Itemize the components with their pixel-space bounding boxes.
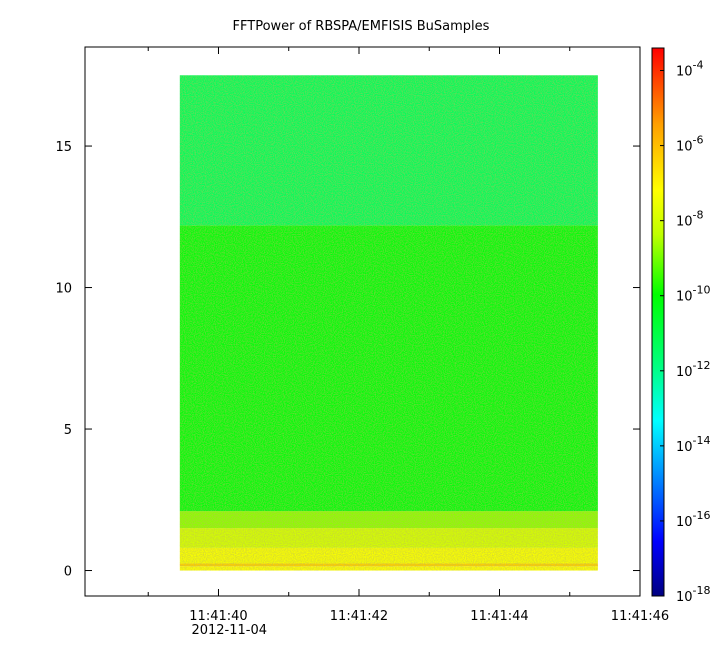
colorbar: 10-4 10-6 10-8 10-10 10-12 10-14 10-16 10-18 [651,47,711,605]
y-tick-label: 15 [55,140,72,155]
colorbar-tick-exponent: -18 [693,584,711,597]
colorbar-tick-exponent: -14 [693,434,711,447]
colorbar-tick-exponent: -6 [693,134,704,147]
colorbar-tick-label: 10-18 [676,584,711,605]
colorbar-tick-label: 10-10 [676,284,711,305]
x-tick-label: 11:41:46 [611,609,669,624]
colorbar-tick-exponent: -12 [693,359,711,372]
colorbar-tick-label: 10-6 [676,134,704,155]
spectrogram-image [179,75,598,571]
colorbar-tick-label: 10-4 [676,59,704,80]
axes: 0 5 10 15 11:41:40 11:41:42 11:41:44 11:41:46 20… [55,46,669,638]
x-tick-label: 11:41:42 [330,609,388,624]
colorbar-tick-label: 10-14 [676,434,711,455]
colorbar-tick-label: 10-16 [676,509,711,530]
plot-area [179,75,598,571]
y-tick-label: 10 [55,282,72,297]
colorbar-tick-exponent: -10 [693,284,711,297]
plot-frame [84,46,641,597]
spectrogram-texture [179,75,598,571]
colorbar-tick-exponent: -16 [693,509,711,522]
x-date-label: 2012-11-04 [191,623,267,638]
y-tick-label: 5 [64,423,72,438]
y-tick-label: 0 [64,565,72,580]
colorbar-tick-label: 10-12 [676,359,711,380]
colorbar-tick-label: 10-8 [676,209,704,230]
x-tick-label: 11:41:40 [189,609,247,624]
colorbar-tick-exponent: -8 [693,209,704,222]
colorbar-scale [651,47,665,597]
chart-title: FFTPower of RBSPA/EMFISIS BuSamples [233,19,490,34]
x-tick-label: 11:41:44 [470,609,528,624]
colorbar-tick-exponent: -4 [693,59,704,72]
